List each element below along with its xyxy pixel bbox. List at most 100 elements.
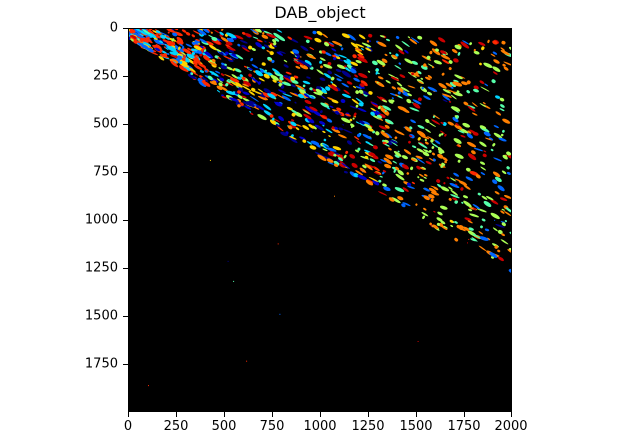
object-blob: [291, 119, 295, 122]
object-blob: [461, 201, 464, 204]
object-blob: [331, 127, 341, 134]
object-blob: [396, 82, 403, 87]
object-blob: [388, 147, 392, 151]
object-blob: [353, 173, 359, 178]
object-blob: [351, 162, 358, 168]
object-blob: [341, 33, 350, 39]
object-blob: [368, 152, 376, 157]
object-blob: [442, 157, 448, 162]
object-blob: [177, 46, 181, 50]
object-blob: [376, 81, 379, 84]
object-blob: [332, 111, 342, 115]
object-blob: [463, 101, 469, 106]
object-blob: [316, 69, 324, 75]
object-blob: [479, 62, 482, 66]
object-blob: [204, 41, 214, 46]
object-blob: [297, 93, 305, 99]
object-blob: [179, 66, 188, 72]
object-blob: [424, 138, 427, 142]
object-blob: [333, 154, 337, 157]
object-blob: [193, 64, 203, 71]
object-blob: [358, 89, 364, 94]
object-speck: [334, 195, 335, 197]
object-speck: [279, 313, 281, 315]
plot-title: DAB_object: [274, 3, 366, 22]
object-blob: [425, 160, 432, 165]
object-blob: [427, 86, 438, 92]
object-blob: [276, 29, 283, 33]
object-blob: [492, 179, 498, 184]
y-tick-mark: [123, 220, 128, 221]
object-blob: [208, 61, 218, 65]
object-blob: [410, 166, 414, 171]
y-tick-mark: [123, 172, 128, 173]
object-blob: [332, 54, 337, 58]
object-blob: [372, 179, 380, 186]
object-blob: [290, 121, 297, 127]
object-blob: [159, 40, 164, 44]
object-blob: [216, 85, 223, 91]
object-blob: [215, 70, 221, 74]
y-tick-label: 0: [109, 20, 118, 36]
object-blob: [181, 46, 185, 50]
x-tick-mark: [464, 412, 465, 417]
object-blob: [426, 91, 433, 96]
y-tick-mark: [123, 316, 128, 317]
object-blob: [404, 126, 412, 132]
object-blob: [471, 237, 478, 242]
y-tick-label: 750: [93, 164, 118, 180]
object-blob: [201, 76, 209, 82]
object-blob: [338, 59, 344, 62]
object-blob: [299, 64, 309, 70]
object-blob: [438, 133, 442, 137]
object-blob: [508, 268, 512, 273]
object-blob: [167, 45, 177, 52]
object-blob: [504, 220, 508, 223]
object-blob: [500, 49, 510, 56]
object-blob: [437, 211, 443, 216]
object-blob: [310, 140, 320, 146]
object-blob: [439, 205, 448, 210]
object-blob: [304, 99, 312, 105]
object-blob: [291, 109, 298, 114]
object-blob: [492, 51, 498, 55]
object-blob: [401, 164, 409, 170]
object-blob: [453, 79, 459, 83]
object-blob: [450, 194, 460, 199]
object-blob: [338, 163, 346, 168]
object-blob: [192, 57, 201, 64]
object-blob: [431, 191, 440, 196]
object-blob: [409, 38, 418, 45]
object-blob: [321, 144, 330, 148]
x-tick-mark: [272, 412, 273, 417]
object-blob: [456, 90, 460, 93]
object-blob: [376, 59, 386, 66]
object-blob: [340, 47, 344, 51]
object-blob: [456, 145, 461, 148]
y-tick-mark: [123, 28, 128, 29]
object-blob: [454, 237, 459, 242]
object-blob: [379, 105, 384, 108]
object-blob: [441, 59, 450, 65]
object-blob: [401, 155, 408, 160]
object-blob: [422, 149, 430, 153]
object-blob: [407, 185, 415, 189]
object-blob: [331, 48, 337, 52]
object-blob: [500, 47, 505, 51]
object-blob: [378, 191, 387, 196]
object-blob: [425, 197, 430, 201]
object-blob: [471, 112, 478, 116]
object-blob: [219, 31, 224, 36]
object-blob: [326, 118, 333, 123]
object-blob: [437, 183, 442, 188]
x-tick-mark: [511, 412, 512, 417]
object-blob: [428, 187, 437, 193]
object-blob: [285, 71, 292, 75]
object-blob: [350, 61, 359, 66]
object-blob: [356, 140, 362, 144]
object-blob: [442, 88, 452, 94]
object-blob: [224, 63, 227, 67]
object-blob: [338, 54, 347, 59]
object-blob: [166, 28, 176, 33]
object-blob: [479, 236, 489, 241]
